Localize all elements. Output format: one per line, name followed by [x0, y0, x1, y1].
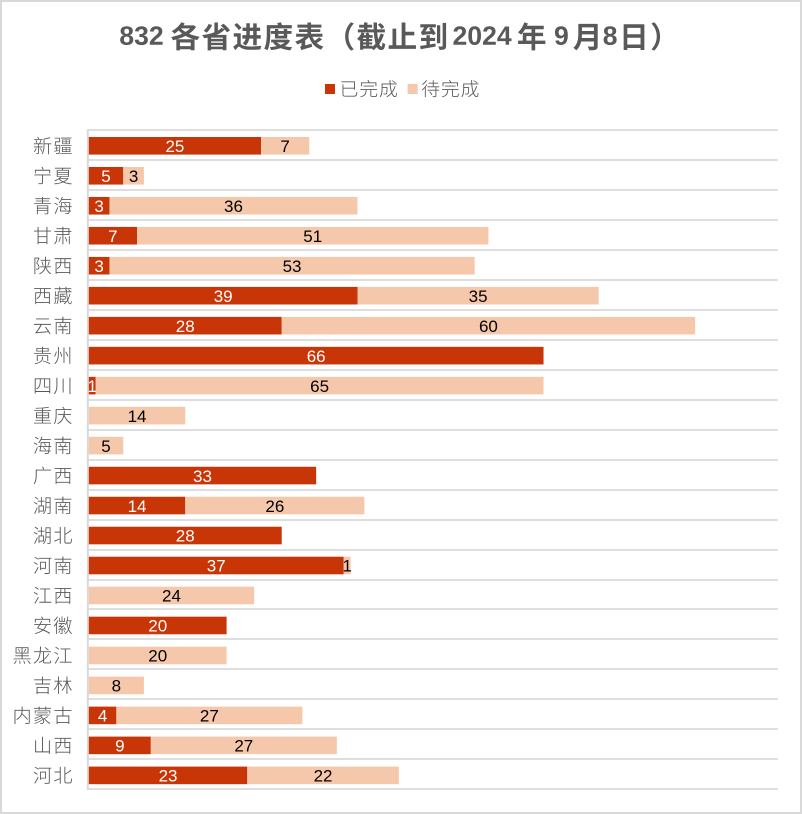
svg-text:66: 66: [307, 347, 326, 366]
svg-text:24: 24: [162, 587, 181, 606]
svg-text:35: 35: [469, 287, 488, 306]
svg-text:8: 8: [112, 677, 121, 696]
svg-text:3: 3: [94, 257, 103, 276]
svg-text:53: 53: [283, 257, 302, 276]
svg-text:23: 23: [159, 767, 178, 786]
svg-text:28: 28: [176, 527, 195, 546]
svg-text:5: 5: [101, 167, 110, 186]
svg-text:20: 20: [148, 617, 167, 636]
svg-text:27: 27: [234, 737, 253, 756]
svg-text:27: 27: [200, 707, 219, 726]
svg-text:28: 28: [176, 317, 195, 336]
svg-text:37: 37: [207, 557, 226, 576]
svg-text:39: 39: [214, 287, 233, 306]
svg-text:7: 7: [280, 137, 289, 156]
svg-text:3: 3: [129, 167, 138, 186]
svg-text:26: 26: [265, 497, 284, 516]
svg-text:14: 14: [128, 497, 147, 516]
svg-text:25: 25: [165, 137, 184, 156]
svg-text:65: 65: [310, 377, 329, 396]
svg-text:36: 36: [224, 197, 243, 216]
svg-text:51: 51: [303, 227, 322, 246]
svg-text:1: 1: [342, 557, 351, 576]
svg-text:3: 3: [94, 197, 103, 216]
svg-text:1: 1: [88, 377, 97, 396]
svg-text:14: 14: [128, 407, 147, 426]
svg-text:60: 60: [479, 317, 498, 336]
svg-text:7: 7: [108, 227, 117, 246]
svg-text:22: 22: [314, 767, 333, 786]
svg-text:5: 5: [101, 437, 110, 456]
svg-text:33: 33: [193, 467, 212, 486]
svg-text:9: 9: [115, 737, 124, 756]
svg-text:4: 4: [98, 707, 107, 726]
svg-text:20: 20: [148, 647, 167, 666]
